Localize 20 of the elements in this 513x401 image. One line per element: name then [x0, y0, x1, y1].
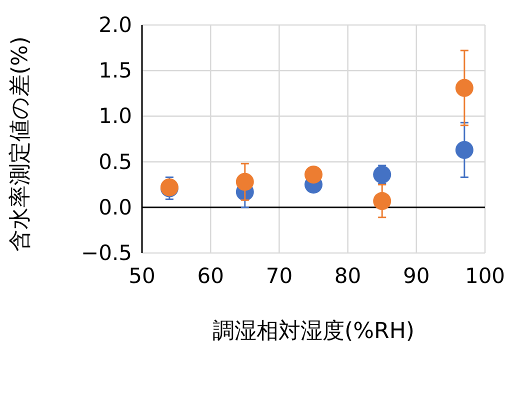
y-tick-label: 0.5: [98, 150, 132, 174]
point: [455, 140, 474, 159]
x-axis-title: 調湿相対湿度(%RH): [212, 319, 414, 344]
point: [455, 78, 474, 97]
point: [373, 166, 392, 184]
x-tick-label: 100: [464, 264, 506, 288]
y-tick-label: 0.0: [98, 195, 132, 220]
x-tick-label: 50: [128, 264, 156, 288]
point: [304, 166, 322, 184]
point: [373, 192, 392, 210]
y-tick-label: −0.5: [81, 241, 132, 265]
x-tick-label: 90: [403, 264, 430, 288]
y-axis-title: 含水率測定値の差(%): [8, 36, 33, 252]
y-tick-label: 1.0: [98, 104, 132, 128]
x-tick-label: 60: [197, 264, 224, 288]
y-tick-label: 1.5: [98, 58, 132, 83]
y-tick-label: 2.0: [98, 13, 132, 37]
x-tick-label: 70: [266, 264, 293, 288]
point: [236, 172, 254, 191]
x-tick-label: 80: [334, 264, 362, 288]
